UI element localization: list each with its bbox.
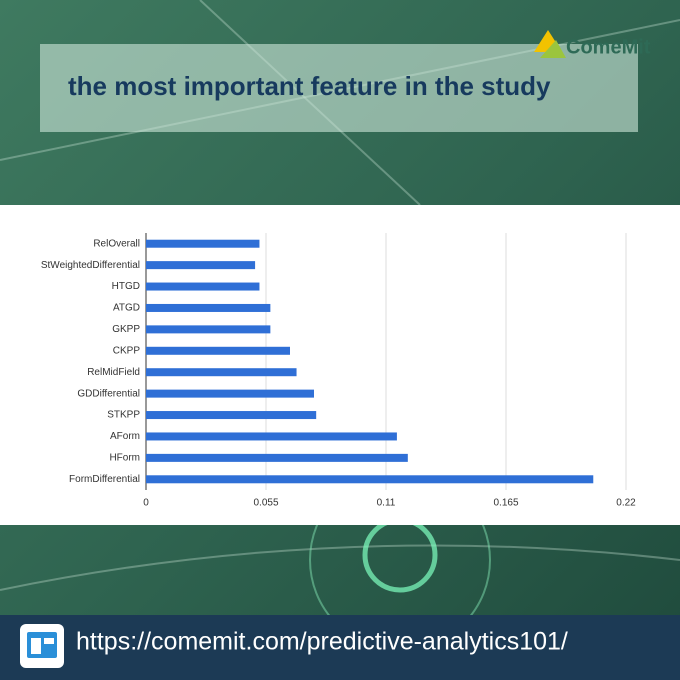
bar: [146, 325, 271, 334]
y-tick-label: GKPP: [112, 324, 140, 335]
bar: [146, 303, 271, 312]
y-tick-label: STKPP: [107, 410, 140, 421]
x-tick-label: 0.165: [493, 498, 518, 509]
footer-bar: [0, 615, 680, 680]
logo: ComeMit: [534, 30, 651, 58]
x-tick-label: 0: [143, 498, 149, 509]
y-tick-label: FormDifferential: [69, 474, 140, 485]
bar: [146, 389, 314, 398]
bar: [146, 453, 408, 462]
chart-panel: [0, 205, 680, 525]
title-box: [40, 44, 638, 132]
bar: [146, 239, 260, 248]
bar: [146, 261, 256, 270]
brand: ComeMit: [566, 36, 651, 58]
x-tick-label: 0.11: [377, 498, 396, 509]
y-tick-label: RelOverall: [93, 238, 140, 249]
y-tick-label: HForm: [109, 453, 140, 464]
y-tick-label: RelMidField: [87, 367, 140, 378]
y-tick-label: GDDifferential: [77, 388, 140, 399]
bar: [146, 411, 317, 420]
y-tick-label: CKPP: [113, 345, 141, 356]
bar: [146, 475, 594, 484]
bar: [146, 282, 260, 291]
link-icon: [20, 624, 64, 668]
y-tick-label: HTGD: [112, 281, 140, 292]
x-tick-label: 0.055: [253, 498, 278, 509]
chart: 0 0.055 0.11 0.165 0.22 RelOverall StWeightedD…: [41, 233, 636, 509]
y-tick-label: ATGD: [113, 303, 140, 314]
x-tick-label: 0.22: [616, 498, 636, 509]
y-tick-label: AForm: [110, 431, 140, 442]
url[interactable]: https://comemit.com/predictive-analytics…: [76, 628, 568, 656]
bar: [146, 432, 397, 441]
y-tick-label: StWeightedDifferential: [41, 260, 140, 271]
bar: [146, 346, 290, 355]
bar: [146, 368, 297, 377]
title: the most important feature in the study: [68, 71, 551, 101]
